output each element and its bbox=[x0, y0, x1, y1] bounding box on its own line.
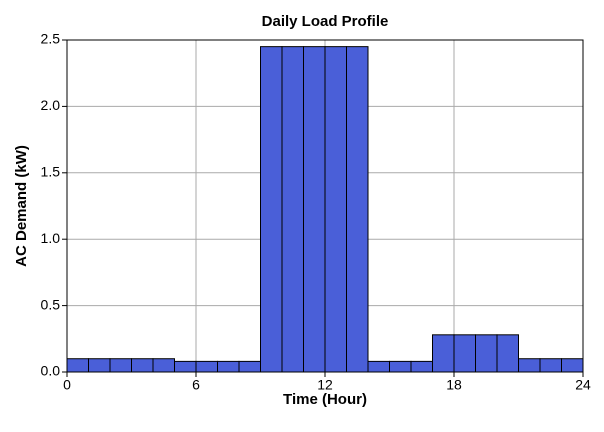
bar bbox=[195, 360, 218, 373]
bar bbox=[238, 360, 261, 373]
bar bbox=[453, 334, 476, 373]
y-tick-label: 2.5 bbox=[41, 31, 61, 47]
bar bbox=[174, 360, 197, 373]
bar bbox=[518, 358, 541, 373]
bar bbox=[131, 358, 154, 373]
x-tick-label: 12 bbox=[317, 377, 333, 393]
y-tick-label: 2.0 bbox=[41, 97, 61, 113]
bar bbox=[346, 46, 369, 373]
bar bbox=[432, 334, 455, 373]
bar bbox=[475, 334, 498, 373]
bar bbox=[66, 358, 89, 373]
bar bbox=[324, 46, 347, 373]
bar bbox=[367, 360, 390, 373]
bar bbox=[496, 334, 519, 373]
y-tick-label: 1.0 bbox=[41, 230, 61, 246]
x-tick-label: 0 bbox=[63, 377, 71, 393]
bar bbox=[217, 360, 240, 373]
bar bbox=[410, 360, 433, 373]
plot-border bbox=[66, 39, 584, 373]
y-tick-label: 0.0 bbox=[41, 363, 61, 379]
bar bbox=[260, 46, 283, 373]
x-axis-label: Time (Hour) bbox=[283, 391, 367, 408]
bar bbox=[303, 46, 326, 373]
bar bbox=[152, 358, 175, 373]
x-tick-label: 18 bbox=[446, 377, 462, 393]
x-tick-label: 6 bbox=[192, 377, 200, 393]
chart-title: Daily Load Profile bbox=[262, 13, 389, 30]
bar bbox=[281, 46, 304, 373]
bar bbox=[88, 358, 111, 373]
bar bbox=[539, 358, 562, 373]
y-tick-label: 0.5 bbox=[41, 296, 61, 312]
bar bbox=[389, 360, 412, 373]
y-tick-label: 1.5 bbox=[41, 164, 61, 180]
bar bbox=[109, 358, 132, 373]
y-axis-label: AC Demand (kW) bbox=[13, 145, 30, 267]
bar bbox=[561, 358, 584, 373]
x-tick-label: 24 bbox=[575, 377, 591, 393]
